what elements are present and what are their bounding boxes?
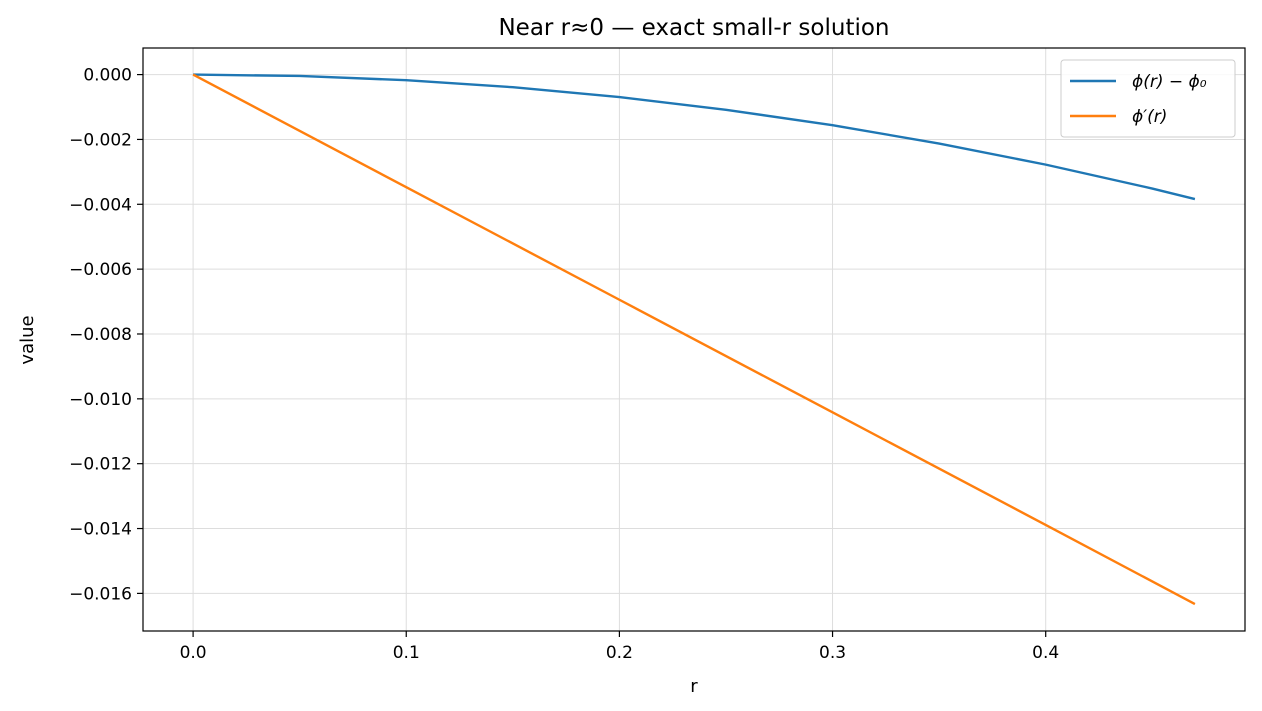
plot-frame	[142, 47, 1246, 632]
series-line-0	[193, 73, 1196, 201]
y-tick-label: −0.012	[69, 455, 132, 475]
chart-title: Near r≈0 — exact small-r solution	[498, 15, 889, 41]
series-group	[192, 73, 1196, 606]
legend-box	[1060, 59, 1236, 138]
y-tick-label: −0.006	[69, 260, 132, 280]
legend: ϕ(r) − ϕ₀ ϕ′(r)	[1060, 59, 1236, 138]
x-tick-label: 0.2	[606, 643, 633, 663]
x-tick-label: 0.0	[180, 643, 207, 663]
y-tick-label: −0.002	[69, 130, 132, 150]
x-axis: 0.0 0.1 0.2 0.3 0.4	[180, 631, 1059, 663]
x-axis-label: r	[690, 676, 698, 697]
y-tick-label: −0.014	[69, 520, 132, 540]
y-tick-label: −0.004	[69, 195, 132, 215]
y-tick-label: −0.010	[69, 390, 132, 410]
x-tick-label: 0.4	[1032, 643, 1059, 663]
series-line-1	[192, 73, 1196, 606]
y-axis: 0.000 −0.002 −0.004 −0.006 −0.008 −0.010 −0.01…	[69, 66, 143, 604]
y-tick-label: 0.000	[83, 66, 132, 86]
y-tick-label: −0.016	[69, 584, 132, 604]
y-tick-label: −0.008	[69, 325, 132, 345]
y-axis-label: value	[17, 315, 38, 364]
legend-label-1: ϕ′(r)	[1132, 107, 1167, 127]
grid	[143, 48, 1245, 631]
legend-label-0: ϕ(r) − ϕ₀	[1132, 72, 1207, 92]
x-tick-label: 0.3	[819, 643, 846, 663]
x-tick-label: 0.1	[393, 643, 420, 663]
